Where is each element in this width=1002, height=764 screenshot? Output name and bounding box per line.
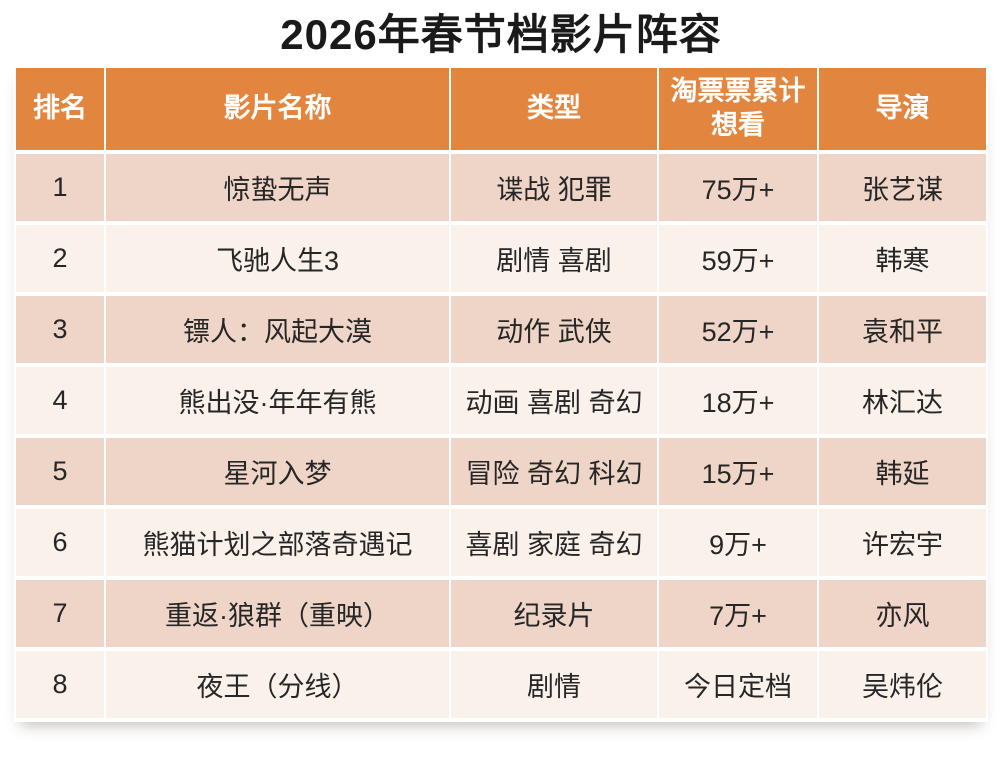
header-row: 排名 影片名称 类型 淘票票累计 想看 导演: [16, 68, 986, 150]
cell-rank: 8: [16, 651, 104, 718]
table-row: 2 飞驰人生3 剧情 喜剧 59万+ 韩寒: [16, 225, 986, 292]
cell-movie-name: 夜王（分线）: [106, 651, 449, 718]
table-row: 4 熊出没·年年有熊 动画 喜剧 奇幻 18万+ 林汇达: [16, 367, 986, 434]
cell-director: 韩延: [819, 438, 986, 505]
cell-movie-name: 星河入梦: [106, 438, 449, 505]
cell-genre: 纪录片: [451, 580, 657, 647]
cell-genre: 谍战 犯罪: [451, 154, 657, 221]
cell-rank: 4: [16, 367, 104, 434]
table-row: 7 重返·狼群（重映） 纪录片 7万+ 亦风: [16, 580, 986, 647]
cell-genre: 剧情: [451, 651, 657, 718]
cell-rank: 7: [16, 580, 104, 647]
cell-genre: 动作 武侠: [451, 296, 657, 363]
cell-movie-name: 熊猫计划之部落奇遇记: [106, 509, 449, 576]
table-row: 5 星河入梦 冒险 奇幻 科幻 15万+ 韩延: [16, 438, 986, 505]
header-genre: 类型: [451, 68, 657, 150]
cell-director: 韩寒: [819, 225, 986, 292]
cell-genre: 冒险 奇幻 科幻: [451, 438, 657, 505]
cell-movie-name: 熊出没·年年有熊: [106, 367, 449, 434]
table-header: 排名 影片名称 类型 淘票票累计 想看 导演: [16, 68, 986, 150]
cell-want-to-see: 15万+: [659, 438, 817, 505]
header-director: 导演: [819, 68, 986, 150]
cell-movie-name: 镖人：风起大漠: [106, 296, 449, 363]
table-row: 3 镖人：风起大漠 动作 武侠 52万+ 袁和平: [16, 296, 986, 363]
cell-want-to-see: 18万+: [659, 367, 817, 434]
cell-rank: 2: [16, 225, 104, 292]
cell-director: 林汇达: [819, 367, 986, 434]
header-movie-name: 影片名称: [106, 68, 449, 150]
table-row: 6 熊猫计划之部落奇遇记 喜剧 家庭 奇幻 9万+ 许宏宇: [16, 509, 986, 576]
cell-rank: 3: [16, 296, 104, 363]
cell-want-to-see: 75万+: [659, 154, 817, 221]
header-rank: 排名: [16, 68, 104, 150]
cell-director: 袁和平: [819, 296, 986, 363]
cell-genre: 喜剧 家庭 奇幻: [451, 509, 657, 576]
table-body: 1 惊蛰无声 谍战 犯罪 75万+ 张艺谋 2 飞驰人生3 剧情 喜剧 59万+ 韩寒 3 镖人：风起…: [16, 154, 986, 718]
header-want-to-see: 淘票票累计 想看: [659, 68, 817, 150]
cell-want-to-see: 52万+: [659, 296, 817, 363]
movie-lineup-table: 排名 影片名称 类型 淘票票累计 想看 导演 1 惊蛰无声 谍战 犯罪 75万+ 张艺谋…: [14, 64, 988, 722]
table-row: 8 夜王（分线） 剧情 今日定档 吴炜伦: [16, 651, 986, 718]
cell-movie-name: 重返·狼群（重映）: [106, 580, 449, 647]
cell-want-to-see: 今日定档: [659, 651, 817, 718]
cell-movie-name: 惊蛰无声: [106, 154, 449, 221]
cell-rank: 5: [16, 438, 104, 505]
cell-rank: 1: [16, 154, 104, 221]
table-row: 1 惊蛰无声 谍战 犯罪 75万+ 张艺谋: [16, 154, 986, 221]
cell-want-to-see: 9万+: [659, 509, 817, 576]
cell-movie-name: 飞驰人生3: [106, 225, 449, 292]
cell-director: 张艺谋: [819, 154, 986, 221]
cell-genre: 剧情 喜剧: [451, 225, 657, 292]
cell-want-to-see: 59万+: [659, 225, 817, 292]
cell-director: 亦风: [819, 580, 986, 647]
cell-want-to-see: 7万+: [659, 580, 817, 647]
cell-director: 吴炜伦: [819, 651, 986, 718]
cell-director: 许宏宇: [819, 509, 986, 576]
page-title: 2026年春节档影片阵容: [280, 11, 722, 58]
cell-genre: 动画 喜剧 奇幻: [451, 367, 657, 434]
cell-rank: 6: [16, 509, 104, 576]
